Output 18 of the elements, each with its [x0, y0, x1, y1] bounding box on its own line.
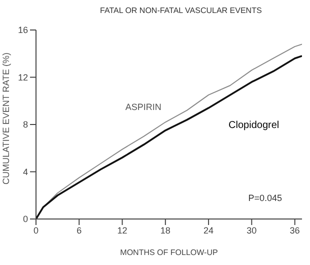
x-tick-label: 18 [160, 225, 170, 236]
x-tick-label: 12 [117, 225, 128, 236]
annotation: P=0.045 [248, 193, 282, 203]
x-tick-label: 0 [33, 225, 39, 236]
y-tick-label: 0 [22, 214, 28, 224]
y-tick-label: 4 [22, 166, 28, 177]
x-tick-label: 24 [204, 225, 214, 236]
x-axis-title: MONTHS OF FOLLOW-UP [120, 248, 218, 257]
chart-title: FATAL OR NON-FATAL VASCULAR EVENTS [100, 6, 262, 15]
x-tick-label: 6 [76, 225, 82, 236]
x-tick-label: 30 [246, 225, 257, 236]
y-axis-title: CUMULATIVE EVENT RATE (%) [1, 52, 12, 184]
text: Clopidogrel [228, 120, 280, 131]
x-tick-label: 36 [290, 225, 300, 236]
y-tick-label: 12 [18, 72, 28, 82]
series-label: ASPIRIN [125, 102, 162, 112]
y-tick-label: 16 [18, 25, 28, 36]
y-tick-label: 8 [22, 120, 28, 130]
